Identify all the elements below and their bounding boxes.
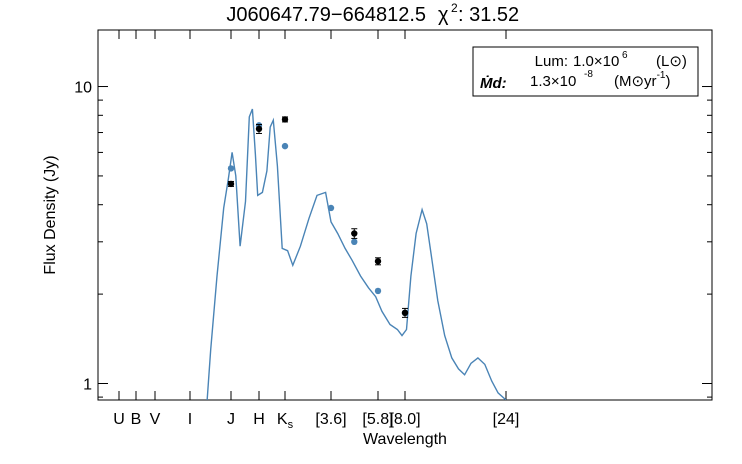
x-axis-ticks: [118, 30, 507, 400]
y-tick-label: 10: [74, 80, 92, 97]
x-band-label: I: [188, 411, 192, 428]
legend-lum-mantissa: 1.0×10: [573, 53, 619, 70]
observed-point: [374, 258, 382, 265]
legend-lum-exponent: 6: [622, 50, 628, 61]
x-band-label: V: [150, 411, 161, 428]
chart-title: J060647.79−664812.5 χ 2 : 31.52: [226, 1, 519, 26]
legend-mdot-label: Ṁd:: [480, 75, 507, 92]
x-band-label: J: [227, 411, 235, 428]
y-tick-label: 1: [83, 377, 92, 394]
y-axis-ticks: [98, 86, 712, 398]
model-point: [227, 165, 235, 172]
legend-mdot-unit-text: (M⊙yr: [614, 73, 657, 90]
model-point: [351, 238, 358, 246]
title-chi-value: : 31.52: [458, 4, 519, 26]
y-axis-tick-labels: 1 10: [74, 80, 92, 394]
x-band-label: [5.8]: [362, 411, 393, 428]
x-axis-label: Wavelength: [363, 431, 447, 448]
observed-photometry-layer: [227, 116, 409, 318]
legend-mdot-exponent: -8: [584, 69, 593, 80]
x-band-label: [8.0]: [389, 411, 420, 428]
y-axis-label: Flux Density (Jy): [42, 155, 59, 274]
model-point: [281, 142, 289, 150]
observed-point: [255, 125, 263, 133]
model-point: [327, 204, 335, 212]
x-axis-band-labels: U B V I J H Ks [3.6] [5.8][8.0] [24]: [113, 411, 519, 431]
model-curve-layer: [206, 108, 507, 400]
legend-lum-unit: (L⊙): [656, 53, 687, 70]
model-sed-line: [206, 108, 507, 400]
x-band-label: B: [131, 411, 142, 428]
legend-mdot-mantissa: 1.3×10: [530, 73, 576, 90]
legend-mdot-unit: (M⊙yr-1): [614, 70, 670, 90]
observed-point: [401, 309, 409, 317]
title-source-name: J060647.79−664812.5: [226, 4, 426, 26]
title-chi-exponent: 2: [451, 1, 458, 15]
x-band-label: U: [113, 411, 125, 428]
title-chi-symbol: χ: [438, 4, 449, 26]
observed-point: [351, 230, 358, 237]
x-band-label: Ks: [277, 411, 294, 431]
observed-point: [227, 180, 235, 188]
observed-point: [281, 116, 289, 123]
x-band-label: [3.6]: [315, 411, 346, 428]
model-point: [374, 287, 382, 295]
x-band-label: H: [253, 411, 265, 428]
legend-frame: [472, 46, 699, 97]
legend-lum-label: Lum:: [535, 53, 568, 70]
x-band-label: [24]: [493, 411, 520, 428]
legend-mdot-unit-exponent: -1: [657, 70, 666, 81]
legend-mdot-unit-close: ): [665, 73, 670, 90]
legend-box: Lum: 1.0×10 6 (L⊙) Ṁd: 1.3×10 -8 (M⊙yr-1…: [472, 46, 699, 97]
